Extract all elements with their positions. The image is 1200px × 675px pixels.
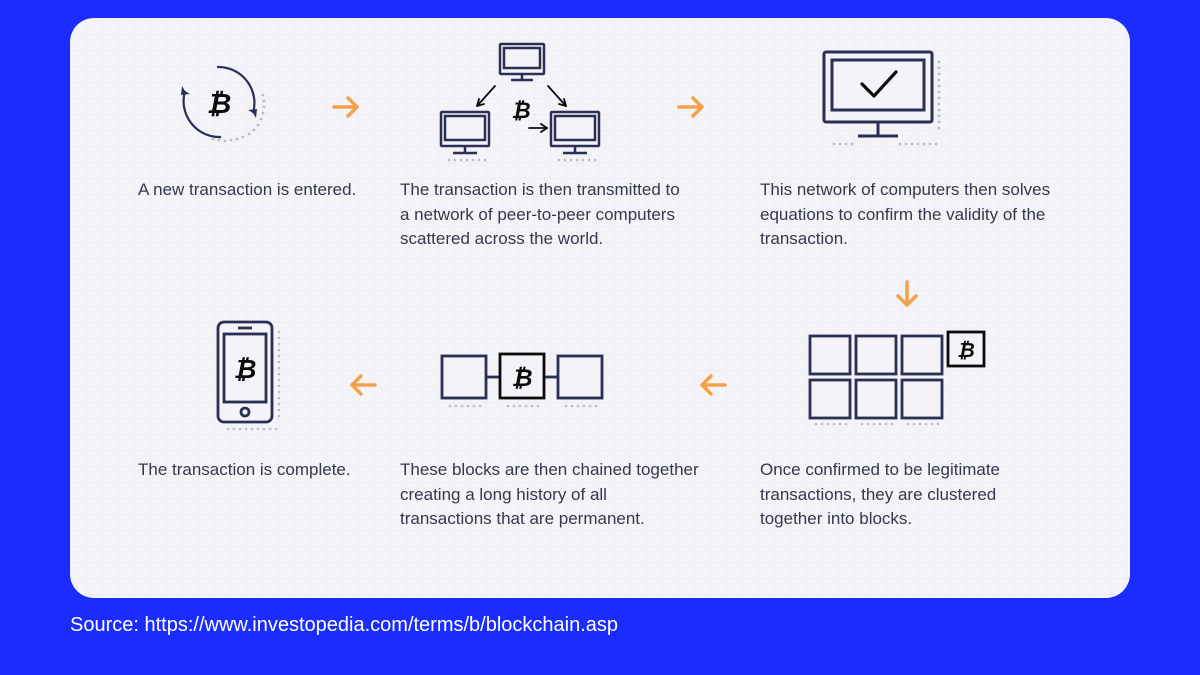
step3-icon xyxy=(810,46,960,156)
svg-text:₿: ₿ xyxy=(957,340,975,362)
step6-icon: ₿ xyxy=(200,318,300,438)
step1-icon: ₿ xyxy=(165,53,285,153)
step3-caption: This network of computers then solves eq… xyxy=(760,178,1060,252)
step1-caption: A new transaction is entered. xyxy=(138,178,398,203)
step4-icon: ₿ xyxy=(800,328,990,428)
svg-text:₿: ₿ xyxy=(511,98,530,123)
arrow-5-6 xyxy=(345,368,379,402)
step6-caption: The transaction is complete. xyxy=(138,458,378,483)
diagram-card: ₿ A new transaction is entered. xyxy=(70,18,1130,598)
arrow-2-3 xyxy=(675,90,709,124)
step4-caption: Once confirmed to be legitimate transact… xyxy=(760,458,1060,532)
step2-caption: The transaction is then transmitted to a… xyxy=(400,178,680,252)
svg-text:₿: ₿ xyxy=(234,354,257,384)
step5-icon: ₿ xyxy=(430,348,620,418)
source-label: Source: https://www.investopedia.com/ter… xyxy=(70,614,618,637)
step2-icon: ₿ xyxy=(415,40,625,165)
arrow-1-2 xyxy=(330,90,364,124)
svg-text:₿: ₿ xyxy=(207,88,232,119)
svg-text:₿: ₿ xyxy=(511,365,532,392)
arrow-4-5 xyxy=(695,368,729,402)
arrow-3-4 xyxy=(890,278,924,312)
step5-caption: These blocks are then chained together c… xyxy=(400,458,700,532)
